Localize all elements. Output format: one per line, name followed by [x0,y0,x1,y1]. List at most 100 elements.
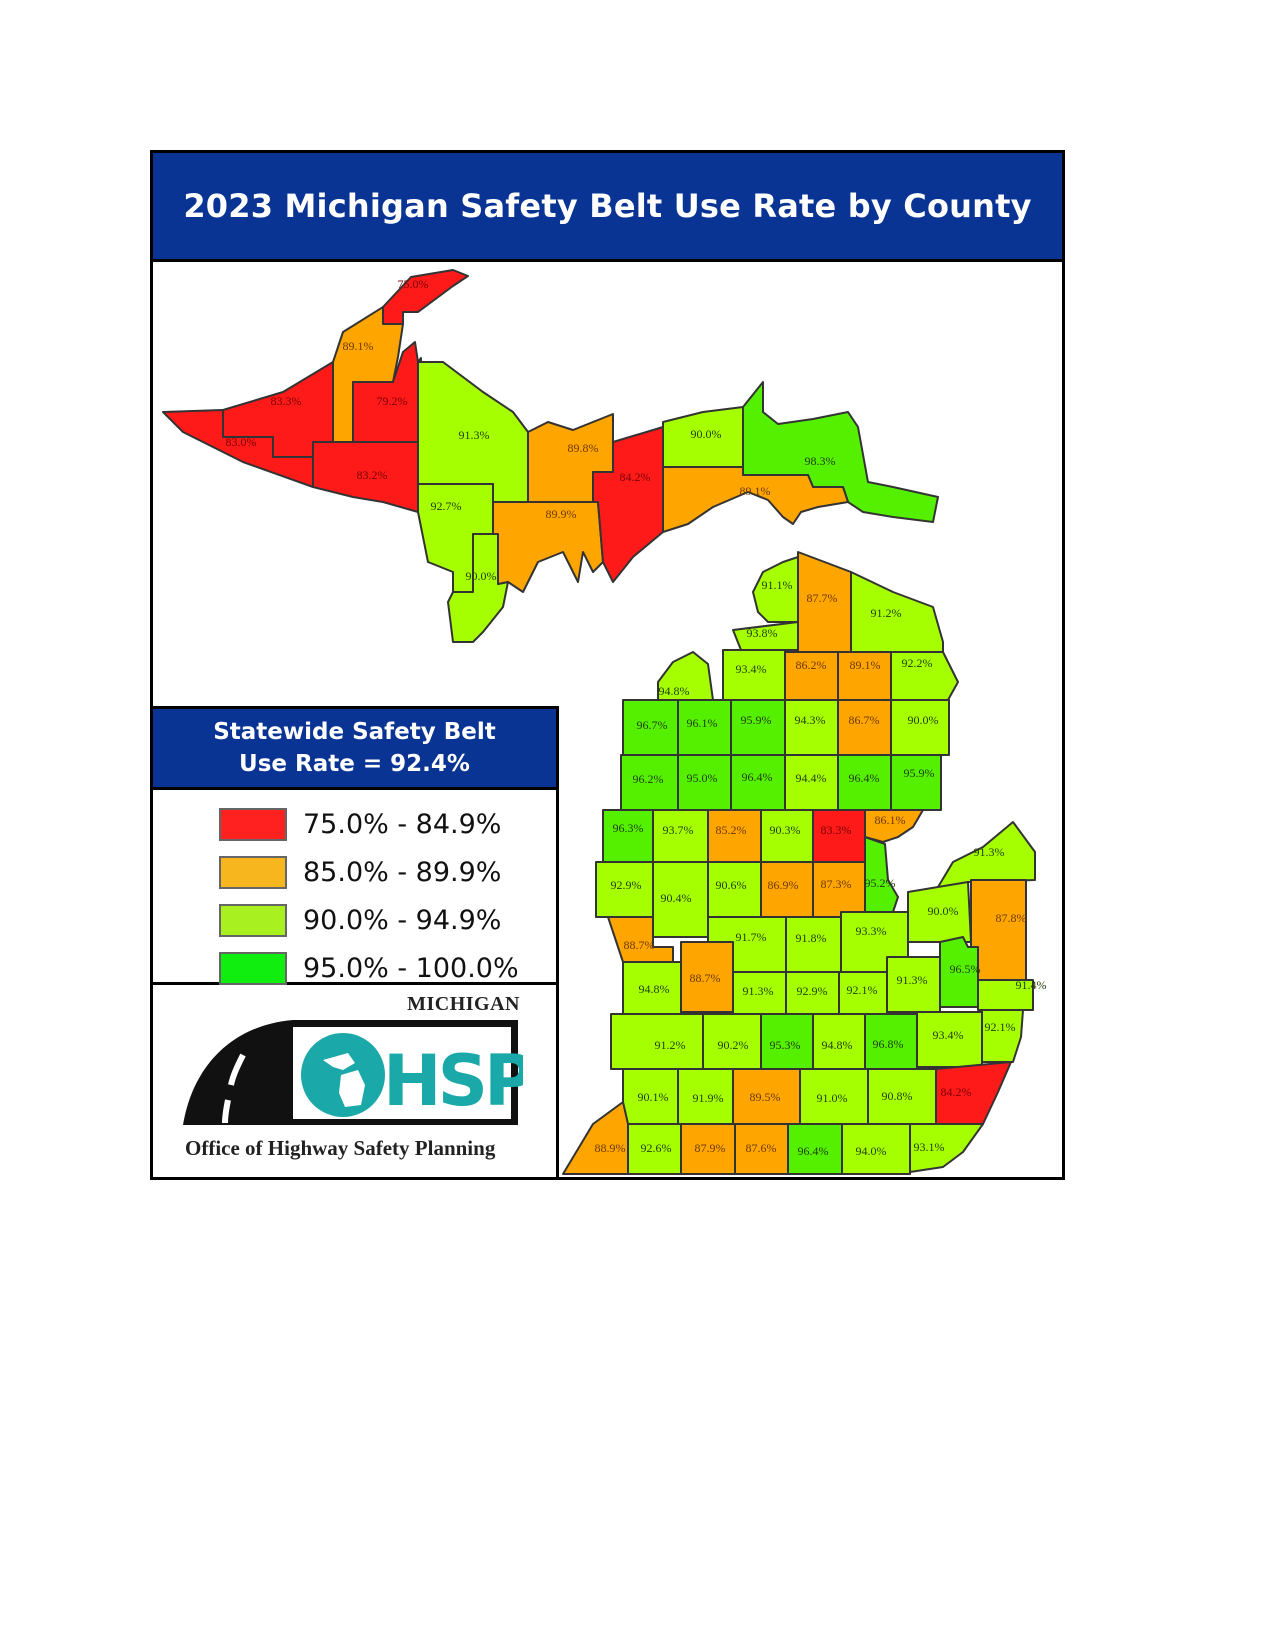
county-rate-label: 92.6% [641,1141,672,1155]
county-rate-label: 88.7% [624,938,655,952]
statewide-line1: Statewide Safety Belt [213,719,496,745]
county-rate-label: 91.7% [736,930,767,944]
county-rate-label: 89.5% [750,1090,781,1104]
county-rate-label: 94.0% [856,1144,887,1158]
ohsp-logo: MICHIGAN HSP Office of Highway Safety Pl… [153,985,556,1175]
map-title: 2023 Michigan Safety Belt Use Rate by Co… [183,187,1032,225]
county-rate-label: 90.0% [928,904,959,918]
legend-label: 75.0% - 84.9% [303,808,502,840]
county-rate-label: 95.2% [865,876,896,890]
county-gogebic [162,409,314,488]
county-rate-label: 96.2% [633,772,664,786]
county-rate-label: 95.3% [770,1038,801,1052]
michigan-county-map: 75.0% 89.1% 83.3% 79.2% 83.0% 83.2% 91.3% 92.7%… [162,269,1047,1175]
legend-swatch-lightgreen [219,903,287,937]
county-rate-label: 90.2% [718,1038,749,1052]
county-rate-label: 90.0% [908,713,939,727]
county-rate-label: 75.0% [398,277,429,291]
county-rate-label: 87.7% [807,591,838,605]
statewide-rate-banner: Statewide Safety Belt Use Rate = 92.4% [153,709,556,790]
county-schoolcraft [592,426,664,583]
ohsp-mark: HSP [383,1040,523,1122]
county-delta [492,501,604,593]
county-rate-label: 94.8% [659,684,690,698]
county-rate-label: 96.7% [637,718,668,732]
county-rate-label: 93.4% [736,662,767,676]
county-rate-label: 88.9% [595,1141,626,1155]
legend-label: 85.0% - 89.9% [303,856,502,888]
county-rate-label: 85.2% [716,823,747,837]
county-labels: 75.0% 89.1% 83.3% 79.2% 83.0% 83.2% 91.3% 92.7%… [226,277,1047,1158]
county-rate-label: 91.2% [655,1038,686,1052]
county-rate-label: 92.1% [985,1020,1016,1034]
county-rate-label: 91.0% [817,1091,848,1105]
county-rate-label: 89.1% [343,339,374,353]
county-rate-label: 89.9% [546,507,577,521]
county-rate-label: 90.3% [770,823,801,837]
legend-item: 95.0% - 100.0% [219,944,556,992]
county-rate-label: 96.4% [798,1144,829,1158]
legend-swatch-green [219,951,287,985]
county-rate-label: 87.8% [996,911,1027,925]
county-rate-label: 93.7% [663,823,694,837]
county-rate-label: 87.9% [695,1141,726,1155]
county-rate-label: 96.3% [613,821,644,835]
county-rate-label: 83.2% [357,468,388,482]
legend-swatch-orange [219,855,287,889]
map-figure: 2023 Michigan Safety Belt Use Rate by Co… [150,150,1065,1180]
county-rate-label: 94.8% [639,982,670,996]
county-rate-label: 90.0% [691,427,722,441]
legend-label: 90.0% - 94.9% [303,904,502,936]
county-rate-label: 91.3% [459,428,490,442]
county-charlevoix [732,621,799,651]
county-rate-label: 83.3% [271,394,302,408]
county-rate-label: 92.9% [797,984,828,998]
county-rate-label: 94.3% [795,713,826,727]
county-rate-label: 84.2% [620,470,651,484]
county-rate-label: 83.3% [821,823,852,837]
county-rate-label: 91.3% [897,973,928,987]
county-rate-label: 92.7% [431,499,462,513]
county-mackinac [662,466,849,533]
county-rate-label: 91.2% [871,606,902,620]
county-rate-label: 96.8% [873,1037,904,1051]
title-bar: 2023 Michigan Safety Belt Use Rate by Co… [153,153,1062,262]
county-rate-label: 92.9% [611,878,642,892]
county-rate-label: 92.1% [847,983,878,997]
county-rate-label: 83.0% [226,435,257,449]
ohsp-full-name: Office of Highway Safety Planning [185,1136,496,1160]
county-rate-label: 91.4% [1016,978,1047,992]
lower-peninsula-grid [562,699,1036,1175]
county-rate-label: 92.2% [902,656,933,670]
county-rate-label: 89.8% [568,441,599,455]
county-rate-label: 93.3% [856,924,887,938]
statewide-line2: Use Rate = 92.4% [239,751,470,777]
county-rate-label: 96.4% [742,770,773,784]
county-rate-label: 98.3% [805,454,836,468]
county-rate-label: 87.3% [821,877,852,891]
county-rate-label: 93.4% [933,1028,964,1042]
county-rate-label: 95.9% [741,713,772,727]
county-rate-label: 94.4% [796,771,827,785]
county-rate-label: 91.9% [693,1091,724,1105]
county-rate-label: 95.9% [904,766,935,780]
county-rate-label: 96.4% [849,771,880,785]
county-alpena [890,651,959,701]
legend-swatch-red [219,807,287,841]
legend-item: 90.0% - 94.9% [219,896,556,944]
county-rate-label: 90.8% [882,1089,913,1103]
logo-michigan-text: MICHIGAN [407,993,520,1015]
legend-item: 75.0% - 84.9% [219,800,556,848]
county-rate-label: 96.1% [687,716,718,730]
county-rate-label: 86.2% [796,658,827,672]
legend-label: 95.0% - 100.0% [303,952,519,984]
county-rate-label: 93.8% [747,626,778,640]
county-rate-label: 89.1% [740,484,771,498]
county-rate-label: 89.1% [850,658,881,672]
county-rate-label: 93.1% [914,1140,945,1154]
legend-item: 85.0% - 89.9% [219,848,556,896]
county-rate-label: 90.4% [661,891,692,905]
county-rate-label: 86.1% [875,813,906,827]
county-rate-label: 90.0% [466,569,497,583]
county-rate-label: 91.8% [796,931,827,945]
